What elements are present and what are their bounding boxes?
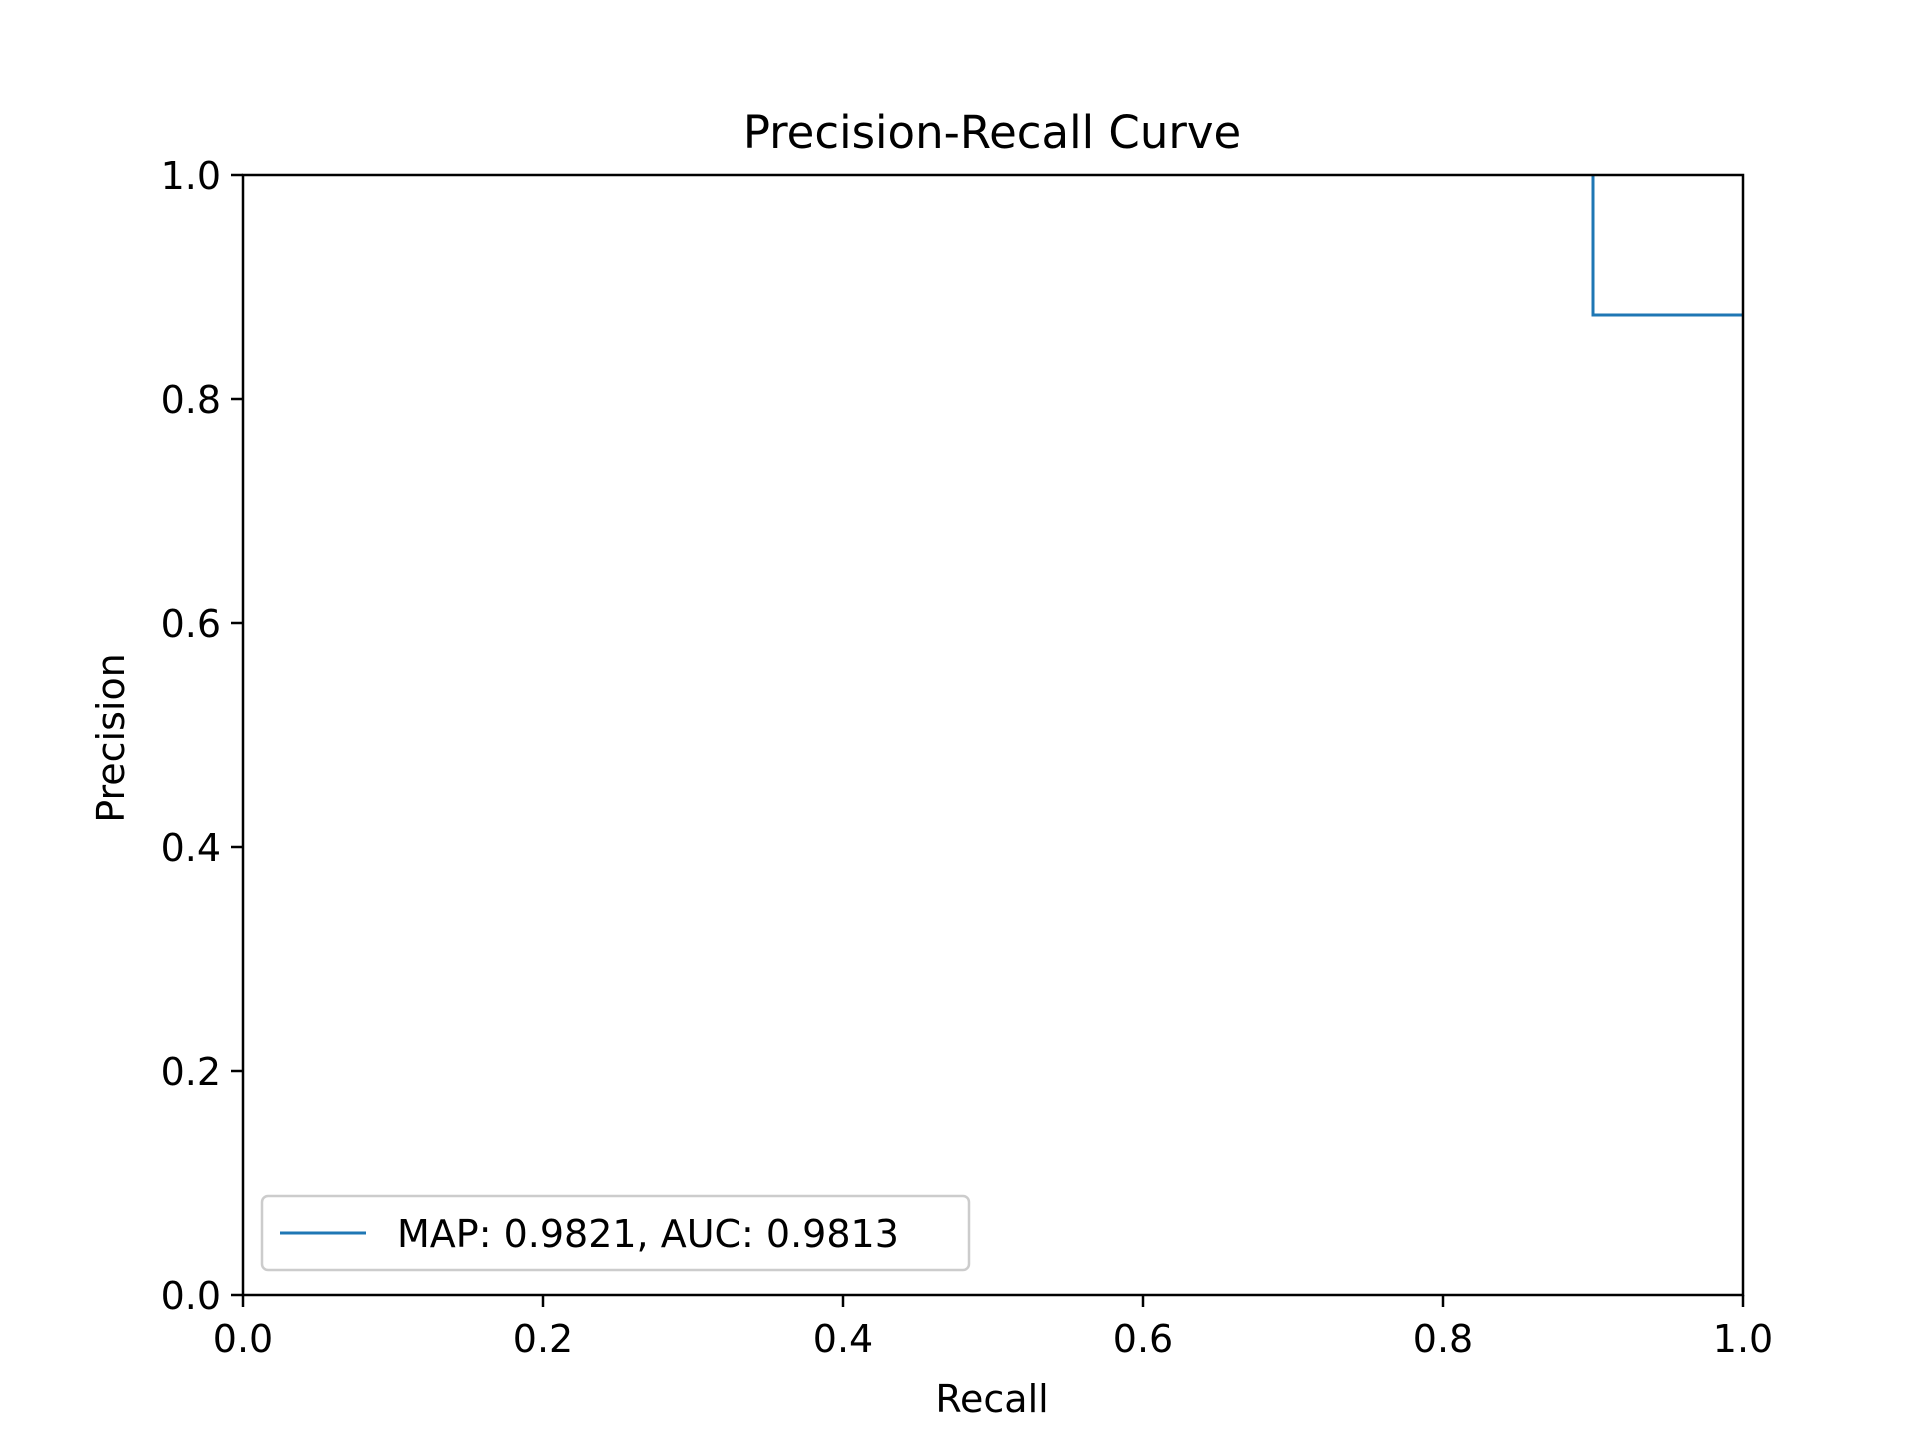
- x-axis-ticks: 0.0 0.2 0.4 0.6 0.8 1.0: [213, 1295, 1773, 1361]
- series-line-0: [1591, 175, 1743, 317]
- plot-area: [241, 173, 1745, 1297]
- x-tick-label: 0.4: [813, 1317, 873, 1361]
- legend: MAP: 0.9821, AUC: 0.9813: [260, 1194, 971, 1272]
- series-layer: [1591, 175, 1743, 317]
- y-tick-label: 0.2: [161, 1050, 221, 1094]
- chart-title: Precision-Recall Curve: [743, 106, 1241, 159]
- x-tick-label: 0.0: [213, 1317, 273, 1361]
- axes-frame: [241, 173, 1745, 1297]
- x-tick-label: 0.8: [1413, 1317, 1473, 1361]
- y-tick-label: 1.0: [161, 154, 221, 198]
- y-tick-label: 0.4: [161, 826, 221, 870]
- y-tick-label: 0.6: [161, 602, 221, 646]
- legend-frame: [260, 1194, 971, 1272]
- legend-label: MAP: 0.9821, AUC: 0.9813: [397, 1212, 899, 1256]
- y-axis-ticks: 0.0 0.2 0.4 0.6 0.8 1.0: [161, 154, 243, 1318]
- y-axis-label: Precision: [89, 653, 133, 823]
- y-tick-label: 0.0: [161, 1274, 221, 1318]
- y-tick-label: 0.8: [161, 378, 221, 422]
- x-axis-label: Recall: [935, 1377, 1048, 1421]
- x-tick-label: 0.2: [513, 1317, 573, 1361]
- x-tick-label: 1.0: [1713, 1317, 1773, 1361]
- x-tick-label: 0.6: [1113, 1317, 1173, 1361]
